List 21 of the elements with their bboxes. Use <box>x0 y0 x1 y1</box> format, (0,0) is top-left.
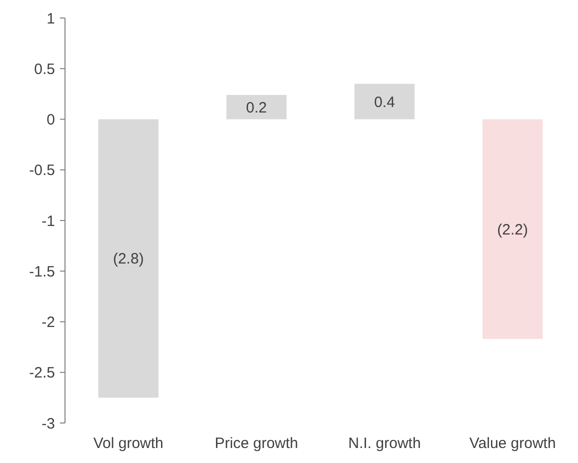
y-tick-label: -1 <box>42 212 55 230</box>
data-label: (2.8) <box>112 250 144 268</box>
x-tick-label: Price growth <box>214 435 298 452</box>
y-tick-label: -2.5 <box>29 364 55 382</box>
bar <box>354 84 415 120</box>
y-tick-label: -2 <box>42 314 55 331</box>
data-label: 0.4 <box>374 94 395 111</box>
data-label: (2.2) <box>497 221 528 238</box>
y-tick-label: 1 <box>46 10 55 28</box>
x-tick-label: N.I. growth <box>348 435 421 452</box>
bar <box>482 119 543 339</box>
bar <box>98 119 158 398</box>
y-tick-label: -0.5 <box>29 162 55 180</box>
bar <box>226 94 287 120</box>
x-tick-label: Vol growth <box>93 435 164 452</box>
data-label: 0.2 <box>246 99 267 116</box>
x-tick-label: Value growth <box>469 435 556 452</box>
y-tick-label: 0.5 <box>34 60 55 78</box>
y-tick-label: 0 <box>46 112 55 128</box>
y-tick-label: -1.5 <box>29 263 55 280</box>
y-tick-label: -3 <box>42 415 55 432</box>
